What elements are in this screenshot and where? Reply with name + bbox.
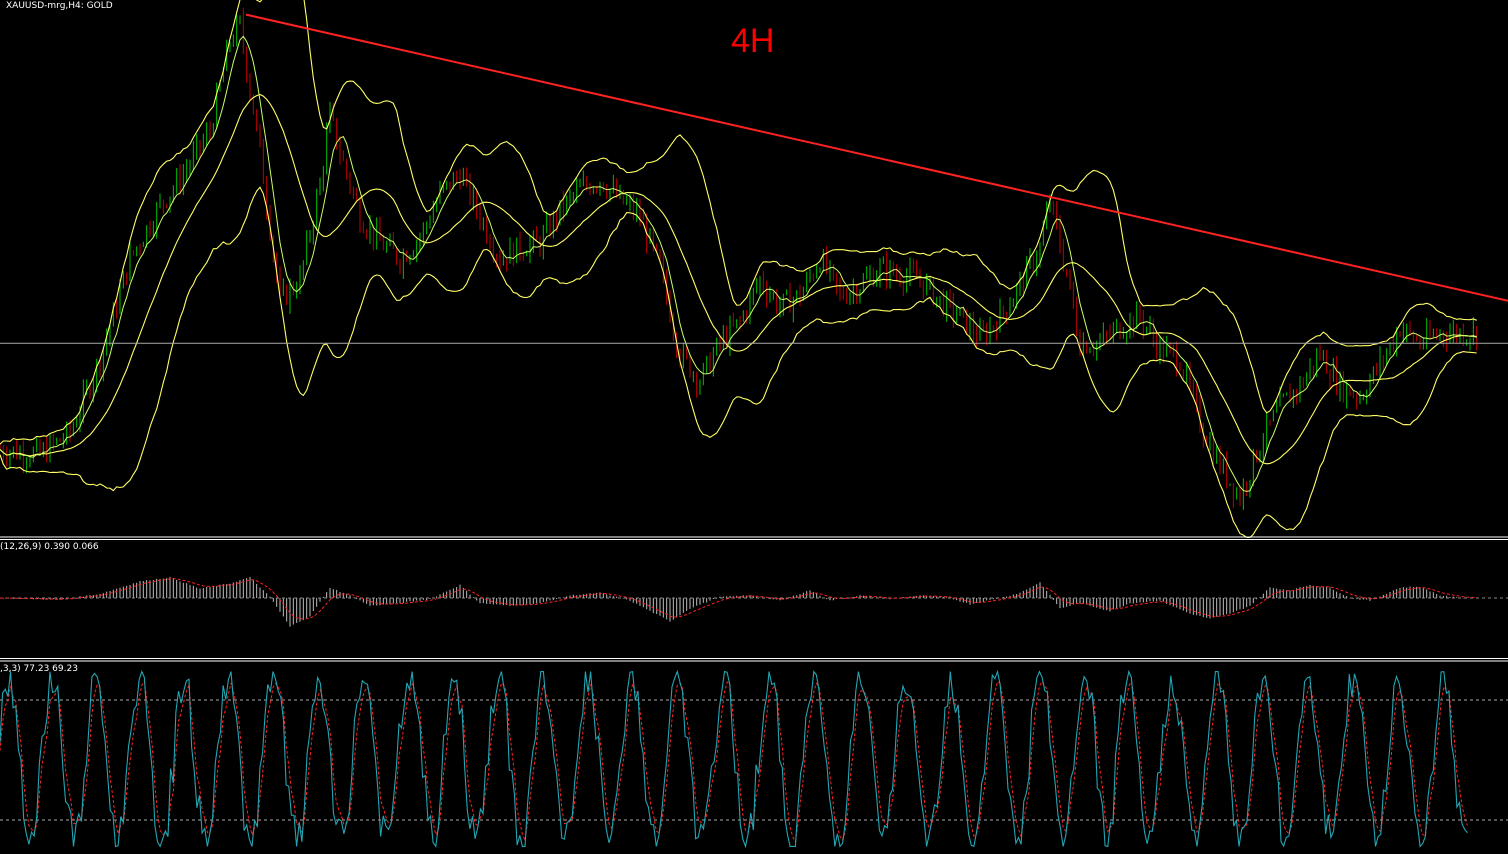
stoch-signal-line	[0, 680, 1468, 844]
macd-panel[interactable]	[0, 576, 1508, 627]
timeframe-annotation: 4H	[731, 22, 775, 60]
stoch-label: ,3,3) 77.23 69.23	[0, 664, 78, 674]
price-panel[interactable]	[0, 0, 1508, 539]
moving-average-line	[0, 35, 1477, 492]
macd-signal-line	[0, 578, 1477, 620]
candles	[0, 7, 1478, 510]
stoch-main-line	[0, 669, 1468, 849]
macd-label: (12,26,9) 0.390 0.066	[0, 542, 99, 552]
symbol-label: XAUUSD-mrg,H4: GOLD	[6, 1, 113, 11]
bollinger-lower-band	[0, 186, 1477, 539]
bollinger-middle-band	[0, 93, 1477, 465]
resistance-trendline[interactable]	[245, 13, 1508, 302]
stochastic-panel[interactable]	[0, 669, 1508, 849]
bollinger-upper-band	[0, 0, 1477, 445]
